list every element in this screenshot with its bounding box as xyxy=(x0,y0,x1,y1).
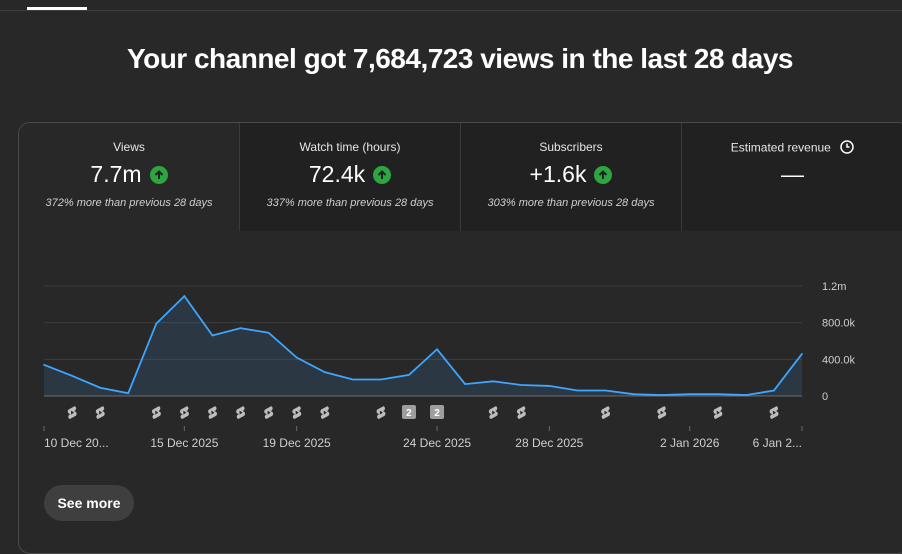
x-tick-label: 28 Dec 2025 xyxy=(515,436,583,450)
metric-value: 72.4k xyxy=(308,161,366,187)
see-more-button[interactable]: See more xyxy=(44,485,134,521)
metric-comparison: 337% more than previous 28 days xyxy=(266,197,434,209)
metric-value: 7.7m xyxy=(90,161,142,187)
upload-count-badge xyxy=(430,405,445,419)
data-point xyxy=(155,322,158,325)
views-series-line xyxy=(43,294,803,396)
data-point xyxy=(745,394,747,396)
data-point xyxy=(295,356,298,359)
shorts-icon xyxy=(601,406,611,419)
clock-icon xyxy=(840,140,854,157)
data-point xyxy=(99,386,101,389)
shorts-icon xyxy=(236,406,246,419)
shorts-icon xyxy=(264,406,274,419)
shorts-icon xyxy=(320,406,330,419)
data-point xyxy=(323,371,326,373)
y-tick-label: 400.0k xyxy=(822,354,856,366)
views-area xyxy=(44,296,802,396)
trend-up-icon xyxy=(149,165,168,184)
metric-tabs: Views 7.7m 372% more than previous 28 da… xyxy=(19,123,902,231)
data-point xyxy=(660,394,663,396)
data-point xyxy=(71,375,73,377)
shorts-icon xyxy=(488,406,498,419)
data-point xyxy=(773,389,775,392)
data-point xyxy=(436,348,438,351)
shorts-icon xyxy=(376,406,386,419)
analytics-card: Views 7.7m 372% more than previous 28 da… xyxy=(18,122,902,554)
data-point xyxy=(548,385,551,387)
shorts-icon xyxy=(151,406,161,419)
data-point xyxy=(183,295,186,297)
metric-tab-subscribers[interactable]: Subscribers +1.6k 303% more than previou… xyxy=(461,123,682,231)
data-point xyxy=(380,378,382,381)
shorts-icon xyxy=(657,406,667,419)
data-point xyxy=(576,389,579,392)
data-point xyxy=(632,393,635,395)
data-point xyxy=(688,393,691,395)
x-tick-label: 10 Dec 20... xyxy=(44,436,109,450)
y-tick-label: 1.2m xyxy=(822,281,846,293)
views-chart: 1.2m 800.0k 400.0k 0 2 2 10 Dec 20... 15 Dec 20… xyxy=(43,281,856,450)
x-tick-label: 24 Dec 2025 xyxy=(403,436,471,450)
metric-comparison: 372% more than previous 28 days xyxy=(45,197,213,209)
shorts-icon xyxy=(208,406,218,419)
upload-count-badge xyxy=(401,405,416,419)
data-point xyxy=(520,384,523,386)
shorts-icon xyxy=(67,406,77,419)
metric-value: +1.6k xyxy=(529,161,587,187)
shorts-icon xyxy=(713,406,723,419)
data-point xyxy=(352,378,354,381)
data-point xyxy=(43,364,45,366)
data-point xyxy=(492,380,494,383)
metric-label: Subscribers xyxy=(539,140,603,154)
page-title: Your channel got 7,684,723 views in the … xyxy=(127,43,794,74)
shorts-icon xyxy=(292,406,302,419)
shorts-icon xyxy=(769,406,779,419)
data-point xyxy=(408,374,410,376)
metric-label: Views xyxy=(113,140,145,154)
data-point xyxy=(716,393,719,395)
metric-value: — xyxy=(781,161,804,187)
tab-divider xyxy=(0,10,902,11)
y-tick-label: 800.0k xyxy=(822,318,856,330)
trend-up-icon xyxy=(373,165,392,184)
metric-label: Watch time (hours) xyxy=(299,140,401,154)
x-tick-label: 15 Dec 2025 xyxy=(150,436,218,450)
data-point xyxy=(267,331,270,334)
metric-tab-revenue[interactable]: Estimated revenue — xyxy=(682,123,902,231)
metric-comparison: 303% more than previous 28 days xyxy=(487,197,655,209)
data-point xyxy=(127,392,130,395)
metric-tab-views[interactable]: Views 7.7m 372% more than previous 28 da… xyxy=(19,123,240,231)
upload-count: 2 xyxy=(406,408,412,419)
metric-label: Estimated revenue xyxy=(730,140,831,155)
active-tab-indicator xyxy=(27,7,87,10)
x-tick-label: 19 Dec 2025 xyxy=(263,436,331,450)
x-tick-label: 2 Jan 2026 xyxy=(660,436,720,450)
shorts-icon xyxy=(516,406,526,419)
data-point xyxy=(464,383,466,385)
shorts-icon xyxy=(180,406,189,419)
x-tick-label: 6 Jan 2... xyxy=(753,436,802,450)
y-tick-label: 0 xyxy=(822,391,828,403)
data-point xyxy=(211,334,214,337)
metric-tab-watch-time[interactable]: Watch time (hours) 72.4k 337% more than … xyxy=(240,123,461,231)
trend-up-icon xyxy=(594,165,613,184)
upload-count: 2 xyxy=(434,408,440,419)
shorts-icon xyxy=(95,406,105,419)
data-point xyxy=(604,389,607,392)
data-point xyxy=(801,353,803,355)
data-point xyxy=(239,327,242,329)
